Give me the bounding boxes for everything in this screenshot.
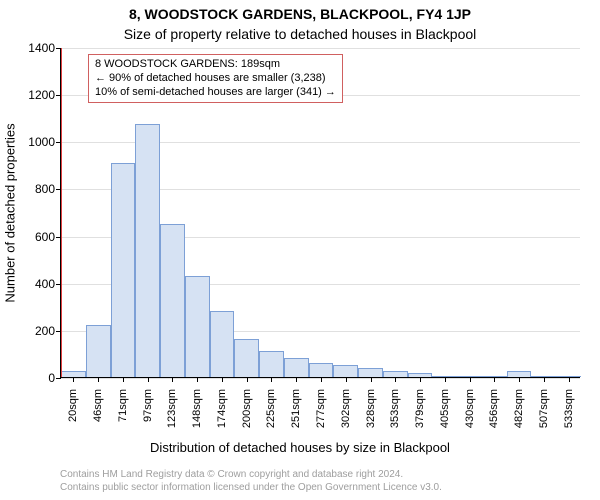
footer-attribution: Contains HM Land Registry data © Crown c… bbox=[60, 469, 588, 494]
histogram-bar bbox=[259, 351, 284, 377]
xtick-label: 430sqm bbox=[464, 389, 476, 428]
xtick-label: 277sqm bbox=[315, 389, 327, 428]
xtick-label: 174sqm bbox=[216, 389, 228, 428]
footer-line1: Contains HM Land Registry data © Crown c… bbox=[60, 469, 588, 482]
annotation-line3: 10% of semi-detached houses are larger (… bbox=[95, 86, 336, 100]
xtick-label: 200sqm bbox=[241, 389, 253, 428]
ytick-label: 0 bbox=[48, 371, 55, 385]
xtick-label: 46sqm bbox=[92, 389, 104, 422]
xtick-mark bbox=[172, 377, 173, 382]
xtick-mark bbox=[346, 377, 347, 382]
xtick-label: 97sqm bbox=[142, 389, 154, 422]
histogram-bar bbox=[309, 363, 334, 377]
chart-subtitle: Size of property relative to detached ho… bbox=[0, 26, 600, 42]
xtick-mark bbox=[148, 377, 149, 382]
histogram-bar bbox=[160, 224, 185, 377]
xtick-mark bbox=[494, 377, 495, 382]
histogram-bar bbox=[111, 163, 136, 378]
xtick-label: 71sqm bbox=[117, 389, 129, 422]
xtick-mark bbox=[371, 377, 372, 382]
histogram-bar bbox=[86, 325, 111, 377]
chart-title-address: 8, WOODSTOCK GARDENS, BLACKPOOL, FY4 1JP bbox=[0, 6, 600, 22]
xtick-mark bbox=[123, 377, 124, 382]
xtick-mark bbox=[73, 377, 74, 382]
ytick-label: 1000 bbox=[28, 135, 55, 149]
plot-area: 8 WOODSTOCK GARDENS: 189sqm ← 90% of det… bbox=[60, 48, 580, 378]
histogram-bar bbox=[135, 124, 160, 377]
footer-line2: Contains public sector information licen… bbox=[60, 482, 588, 495]
xtick-label: 302sqm bbox=[340, 389, 352, 428]
xtick-label: 328sqm bbox=[365, 389, 377, 428]
xtick-label: 148sqm bbox=[191, 389, 203, 428]
histogram-bar bbox=[358, 368, 383, 377]
xtick-label: 20sqm bbox=[67, 389, 79, 422]
annotation-line2: ← 90% of detached houses are smaller (3,… bbox=[95, 72, 336, 86]
ytick-mark bbox=[56, 378, 61, 379]
xtick-mark bbox=[247, 377, 248, 382]
histogram-bar bbox=[210, 311, 235, 377]
property-marker-line bbox=[61, 48, 62, 377]
property-size-chart: 8, WOODSTOCK GARDENS, BLACKPOOL, FY4 1JP… bbox=[0, 0, 600, 500]
xtick-label: 251sqm bbox=[290, 389, 302, 428]
xtick-label: 123sqm bbox=[166, 389, 178, 428]
xtick-mark bbox=[445, 377, 446, 382]
histogram-bar bbox=[333, 365, 358, 377]
xtick-mark bbox=[222, 377, 223, 382]
xtick-mark bbox=[420, 377, 421, 382]
xtick-mark bbox=[544, 377, 545, 382]
ytick-label: 200 bbox=[35, 324, 55, 338]
y-axis-label: Number of detached properties bbox=[3, 123, 18, 302]
ytick-label: 400 bbox=[35, 277, 55, 291]
ytick-label: 1200 bbox=[28, 88, 55, 102]
xtick-label: 507sqm bbox=[538, 389, 550, 428]
annotation-box: 8 WOODSTOCK GARDENS: 189sqm ← 90% of det… bbox=[88, 54, 343, 103]
xtick-label: 482sqm bbox=[513, 389, 525, 428]
xtick-mark bbox=[470, 377, 471, 382]
xtick-mark bbox=[395, 377, 396, 382]
xtick-label: 353sqm bbox=[389, 389, 401, 428]
xtick-label: 405sqm bbox=[439, 389, 451, 428]
histogram-bar bbox=[284, 358, 309, 377]
histogram-bar bbox=[185, 276, 210, 377]
annotation-line1: 8 WOODSTOCK GARDENS: 189sqm bbox=[95, 58, 336, 72]
xtick-label: 533sqm bbox=[563, 389, 575, 428]
xtick-mark bbox=[296, 377, 297, 382]
xtick-mark bbox=[321, 377, 322, 382]
ytick-label: 600 bbox=[35, 230, 55, 244]
xtick-label: 379sqm bbox=[414, 389, 426, 428]
ytick-label: 1400 bbox=[28, 41, 55, 55]
xtick-label: 225sqm bbox=[265, 389, 277, 428]
xtick-mark bbox=[569, 377, 570, 382]
xtick-mark bbox=[519, 377, 520, 382]
x-axis-label: Distribution of detached houses by size … bbox=[0, 440, 600, 455]
histogram-bar bbox=[234, 339, 259, 377]
xtick-mark bbox=[197, 377, 198, 382]
xtick-label: 456sqm bbox=[488, 389, 500, 428]
xtick-mark bbox=[98, 377, 99, 382]
xtick-mark bbox=[271, 377, 272, 382]
ytick-label: 800 bbox=[35, 182, 55, 196]
